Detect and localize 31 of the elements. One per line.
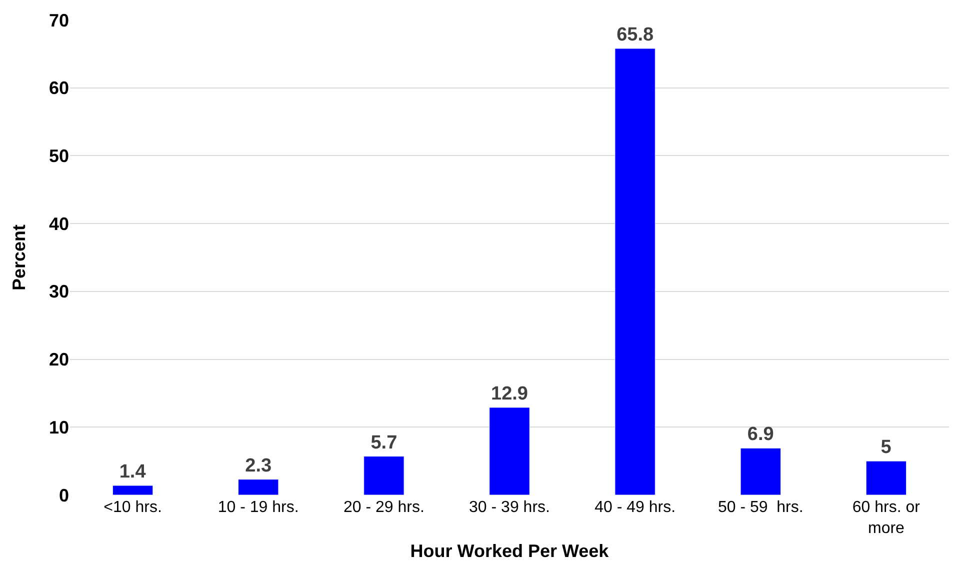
y-tick-label: 60 bbox=[48, 78, 69, 98]
x-tick-label: 60 hrs. or more bbox=[852, 499, 921, 537]
bar bbox=[489, 407, 530, 495]
y-axis-title: Percent bbox=[9, 224, 30, 291]
y-tick-label: 50 bbox=[48, 146, 69, 166]
x-tick-label: 40 - 49 hrs. bbox=[594, 499, 676, 516]
bar bbox=[364, 456, 404, 495]
data-label: 2.3 bbox=[245, 455, 272, 476]
x-axis-title: Hour Worked Per Week bbox=[410, 540, 610, 561]
data-label: 6.9 bbox=[747, 424, 774, 446]
bar bbox=[238, 479, 279, 495]
data-label: 5 bbox=[880, 437, 892, 458]
y-tick-label: 20 bbox=[48, 350, 69, 370]
x-tick-label: 20 - 29 hrs. bbox=[343, 499, 424, 516]
y-tick-label: 30 bbox=[48, 282, 69, 302]
bar bbox=[112, 485, 154, 495]
bar bbox=[614, 48, 656, 495]
y-tick-label: 0 bbox=[58, 485, 69, 506]
data-label: 12.9 bbox=[491, 383, 528, 404]
data-label: 1.4 bbox=[119, 462, 146, 482]
x-tick-label: 50 - 59 hrs. bbox=[718, 499, 804, 516]
x-tick-label: 30 - 39 hrs. bbox=[469, 499, 550, 516]
x-tick-label: 10 - 19 hrs. bbox=[218, 499, 299, 516]
data-label: 65.8 bbox=[616, 24, 654, 46]
x-tick-label: <10 hrs. bbox=[104, 499, 162, 516]
y-tick-label: 40 bbox=[48, 214, 69, 234]
bar bbox=[866, 460, 907, 495]
y-tick-label: 70 bbox=[48, 10, 69, 30]
data-label: 5.7 bbox=[370, 432, 398, 454]
bar bbox=[740, 448, 781, 495]
y-tick-label: 10 bbox=[48, 417, 69, 438]
